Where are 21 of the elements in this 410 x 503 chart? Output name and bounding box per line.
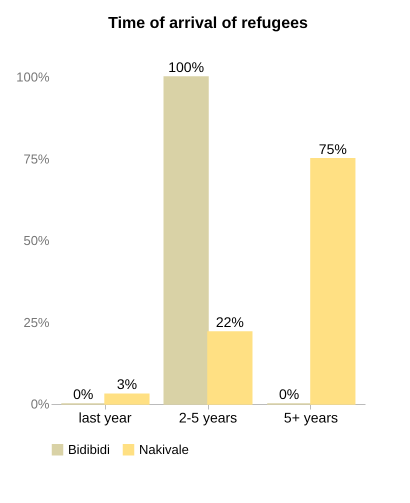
data-label: 0% bbox=[73, 386, 94, 402]
x-tick-label: last year bbox=[78, 410, 132, 426]
y-tick-label: 0% bbox=[30, 396, 50, 412]
y-tick-label: 75% bbox=[23, 151, 50, 166]
data-label: 3% bbox=[116, 376, 138, 392]
bar bbox=[104, 393, 150, 405]
x-tick-label: 2-5 years bbox=[178, 410, 238, 426]
chart-title: Time of arrival of refugees bbox=[108, 15, 308, 32]
data-label: 75% bbox=[318, 140, 347, 157]
legend-label: Bidibidi bbox=[68, 442, 110, 457]
bar bbox=[310, 158, 356, 405]
legend-label: Nakivale bbox=[139, 442, 189, 457]
bar bbox=[163, 76, 209, 405]
y-tick-label: 25% bbox=[23, 314, 50, 330]
data-label: 100% bbox=[168, 59, 204, 75]
data-label: 22% bbox=[216, 314, 244, 330]
data-label: 0% bbox=[278, 386, 300, 402]
y-tick-label: 50% bbox=[23, 233, 50, 248]
x-tick-label: 5+ years bbox=[284, 410, 338, 426]
y-tick-label: 100% bbox=[16, 70, 50, 84]
bar bbox=[207, 331, 253, 405]
